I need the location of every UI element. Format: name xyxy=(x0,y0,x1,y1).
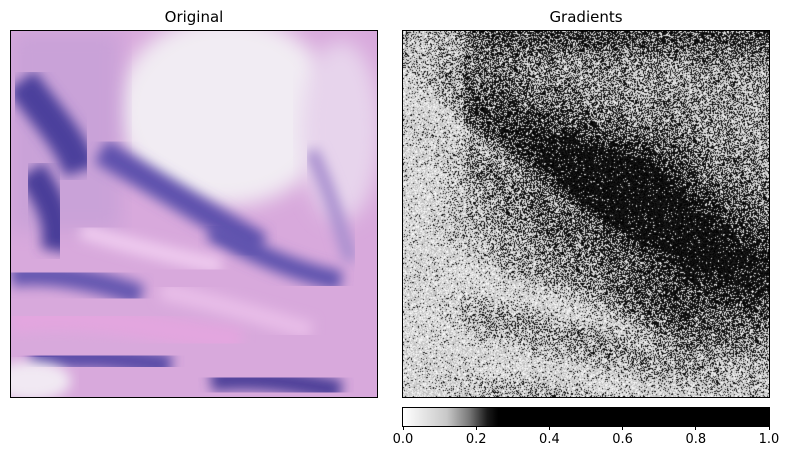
original-image-graphic xyxy=(11,31,377,397)
gradients-image xyxy=(402,30,770,398)
gradients-noise-canvas xyxy=(403,31,769,397)
colorbar-tick xyxy=(622,426,624,430)
colorbar-tick-label: 0.2 xyxy=(465,432,487,447)
colorbar xyxy=(402,407,770,427)
colorbar-tick-label: 1.0 xyxy=(758,432,780,447)
colorbar-tick-label: 0.6 xyxy=(612,432,633,447)
colorbar-tick-label: 0.4 xyxy=(539,432,560,447)
colorbar-tick xyxy=(548,426,550,430)
colorbar-tick xyxy=(475,426,477,430)
colorbar-tick-label: 0.8 xyxy=(685,432,707,447)
original-image xyxy=(10,30,378,398)
original-title: Original xyxy=(164,8,224,26)
gradients-title: Gradients xyxy=(549,8,623,26)
colorbar-tick xyxy=(768,426,770,430)
colorbar-tick xyxy=(695,426,697,430)
colorbar-tick-label: 0.0 xyxy=(392,432,414,447)
colorbar-tick xyxy=(402,426,404,430)
